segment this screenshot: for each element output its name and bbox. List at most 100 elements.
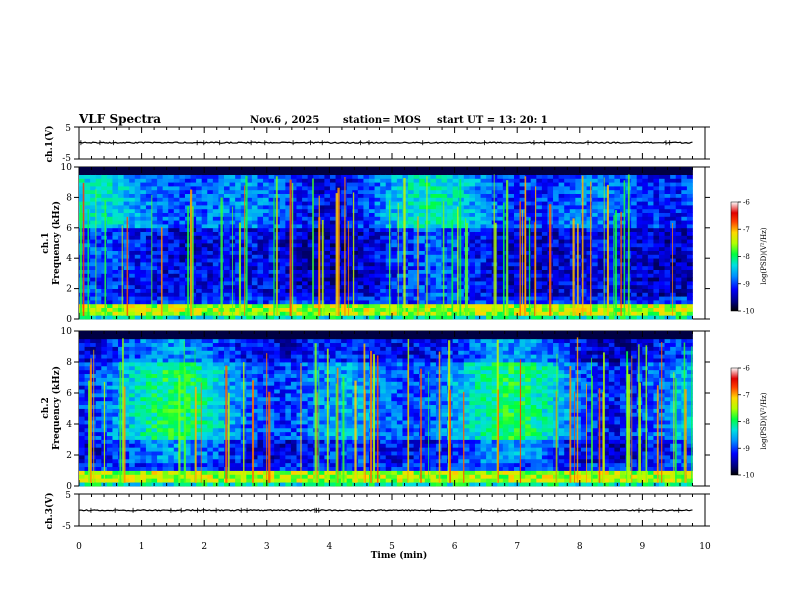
- spectrogram-ch1-cell: [118, 315, 125, 320]
- spectrogram-ch1-cell: [118, 216, 125, 221]
- spectrogram-ch1-cell: [374, 216, 381, 221]
- spectrogram-ch1-cell: [106, 284, 113, 289]
- spectrogram-ch1-cell: [514, 300, 520, 305]
- spectrogram-ch2-cell: [101, 342, 108, 347]
- spectrogram-ch1-cell: [452, 178, 459, 183]
- spectrogram-ch1-cell: [391, 174, 398, 179]
- spectrogram-ch1-cell: [435, 300, 442, 305]
- spectrogram-ch1-cell: [224, 186, 230, 191]
- spectrogram-ch1-cell: [408, 197, 415, 202]
- spectrogram-ch1-cell: [151, 273, 158, 278]
- spectrogram-ch2-cell: [90, 338, 97, 344]
- spectrogram-ch1-cell: [90, 288, 97, 293]
- spectrogram-ch1-cell: [118, 243, 125, 248]
- spectrogram-ch2-cell: [95, 365, 102, 371]
- spectrogram-ch2-cell: [140, 420, 147, 425]
- spectrogram-ch1-cell: [207, 170, 214, 175]
- spectrogram-ch1-cell: [346, 189, 353, 194]
- spectrogram-ch1-cell: [369, 254, 375, 259]
- spectrogram-ch1-cell: [608, 205, 615, 210]
- spectrogram-ch1-cell: [474, 277, 481, 282]
- spectrogram-ch1-cell: [357, 307, 364, 312]
- spectrogram-ch2-cell: [106, 424, 113, 429]
- spectrogram-ch1-cell: [653, 201, 660, 206]
- spectrogram-ch1-cell: [101, 224, 108, 229]
- spectrogram-ch1-cell: [374, 246, 381, 251]
- spectrogram-ch1-cell: [580, 281, 587, 286]
- spectrogram-ch1-cell: [659, 246, 665, 251]
- spectrogram-ch2-cell: [134, 381, 141, 386]
- spectrogram-ch1-cell: [586, 273, 593, 278]
- spectrogram-ch1-cell: [173, 208, 180, 213]
- spectrogram-ch1-cell: [636, 265, 643, 270]
- spectrogram-ch2-cell: [95, 404, 102, 409]
- spectrogram-ch1-cell: [196, 227, 203, 232]
- spectrogram-ch1-cell: [123, 189, 130, 194]
- spectrogram-ch1-cell: [190, 186, 197, 191]
- spectrogram-ch1-cell: [419, 273, 426, 278]
- spectrogram-ch1-cell: [90, 224, 97, 229]
- spectrogram-ch1-cell: [229, 201, 236, 206]
- spectrogram-ch1-cell: [592, 224, 599, 229]
- spectrogram-ch2-cell: [106, 404, 113, 409]
- spectrogram-ch1-cell: [553, 197, 560, 202]
- spectrogram-ch1-cell: [352, 311, 359, 316]
- spectrogram-ch1-cell: [441, 231, 448, 236]
- spectrogram-ch1-cell: [664, 281, 671, 286]
- spectrogram-ch1-cell: [313, 258, 320, 263]
- spectrogram-ch1-cell: [374, 167, 381, 172]
- spectrogram-ch1-cell: [514, 227, 520, 232]
- spectrogram-ch1-cell: [597, 284, 604, 289]
- spectrogram-ch1-cell: [341, 307, 348, 312]
- spectrogram-ch2-cell: [79, 455, 85, 460]
- spectrogram-ch1-cell: [318, 307, 325, 312]
- spectrogram-ch1-cell: [329, 258, 336, 263]
- spectrogram-ch1-cell: [118, 167, 125, 172]
- spectrogram-ch1-cell: [675, 167, 682, 172]
- spectrogram-ch1-cell: [106, 281, 113, 286]
- spectrogram-ch1-cell: [430, 265, 437, 270]
- spectrogram-ch2-cell: [123, 474, 130, 479]
- spectrogram-ch1-cell: [686, 273, 693, 278]
- spectrogram-ch1-cell: [541, 212, 548, 217]
- spectrogram-ch1-cell: [95, 178, 102, 183]
- spectrogram-ch1-cell: [307, 208, 314, 213]
- spectrogram-ch1-cell: [380, 224, 387, 229]
- spectrogram-ch1-cell: [580, 235, 587, 240]
- spectrogram-ch1-cell: [452, 239, 459, 244]
- spectrogram-ch2-cell: [140, 404, 147, 409]
- spectrogram-ch1-cell: [653, 250, 660, 255]
- spectrogram-ch1-cell: [307, 227, 314, 232]
- spectrogram-ch1-cell: [101, 281, 108, 286]
- spectrogram-ch1-cell: [318, 227, 325, 232]
- spectrogram-ch1-cell: [642, 281, 649, 286]
- spectrogram-ch1-cell: [430, 212, 437, 217]
- spectrogram-ch2-cell: [140, 424, 147, 429]
- spectrogram-ch1-cell: [486, 250, 493, 255]
- spectrogram-ch1-cell: [324, 258, 331, 263]
- spectrogram-ch1-cell: [497, 216, 504, 221]
- spectrogram-ch1-cell: [580, 182, 587, 187]
- spectrogram-ch1-cell: [346, 205, 353, 210]
- spectrogram-ch1-cell: [419, 216, 426, 221]
- spectrogram-ch1-cell: [586, 170, 593, 175]
- spectrogram-ch2-cell: [129, 377, 136, 382]
- spectrogram-ch1-cell: [263, 281, 270, 286]
- spectrogram-ch1-cell: [173, 205, 180, 210]
- spectrogram-ch1-cell: [173, 273, 180, 278]
- spectrogram-ch1-cell: [324, 231, 331, 236]
- spectrogram-ch1-cell: [352, 296, 359, 301]
- spectrogram-ch1-cell: [145, 265, 152, 270]
- spectrogram-ch2-cell: [140, 377, 147, 382]
- spectrogram-ch1-cell: [140, 296, 147, 301]
- spectrogram-ch1-cell: [592, 273, 599, 278]
- spectrogram-ch1-cell: [413, 281, 420, 286]
- spectrogram-ch1-cell: [201, 178, 208, 183]
- spectrogram-ch2-cell: [134, 377, 141, 382]
- spectrogram-ch2-cell: [106, 358, 113, 363]
- spectrogram-ch1-cell: [90, 269, 97, 274]
- spectrogram-ch1-cell: [469, 254, 476, 259]
- spectrogram-ch1-cell: [363, 300, 370, 305]
- spectrogram-ch1-cell: [201, 231, 208, 236]
- spectrogram-ch1-cell: [681, 220, 688, 225]
